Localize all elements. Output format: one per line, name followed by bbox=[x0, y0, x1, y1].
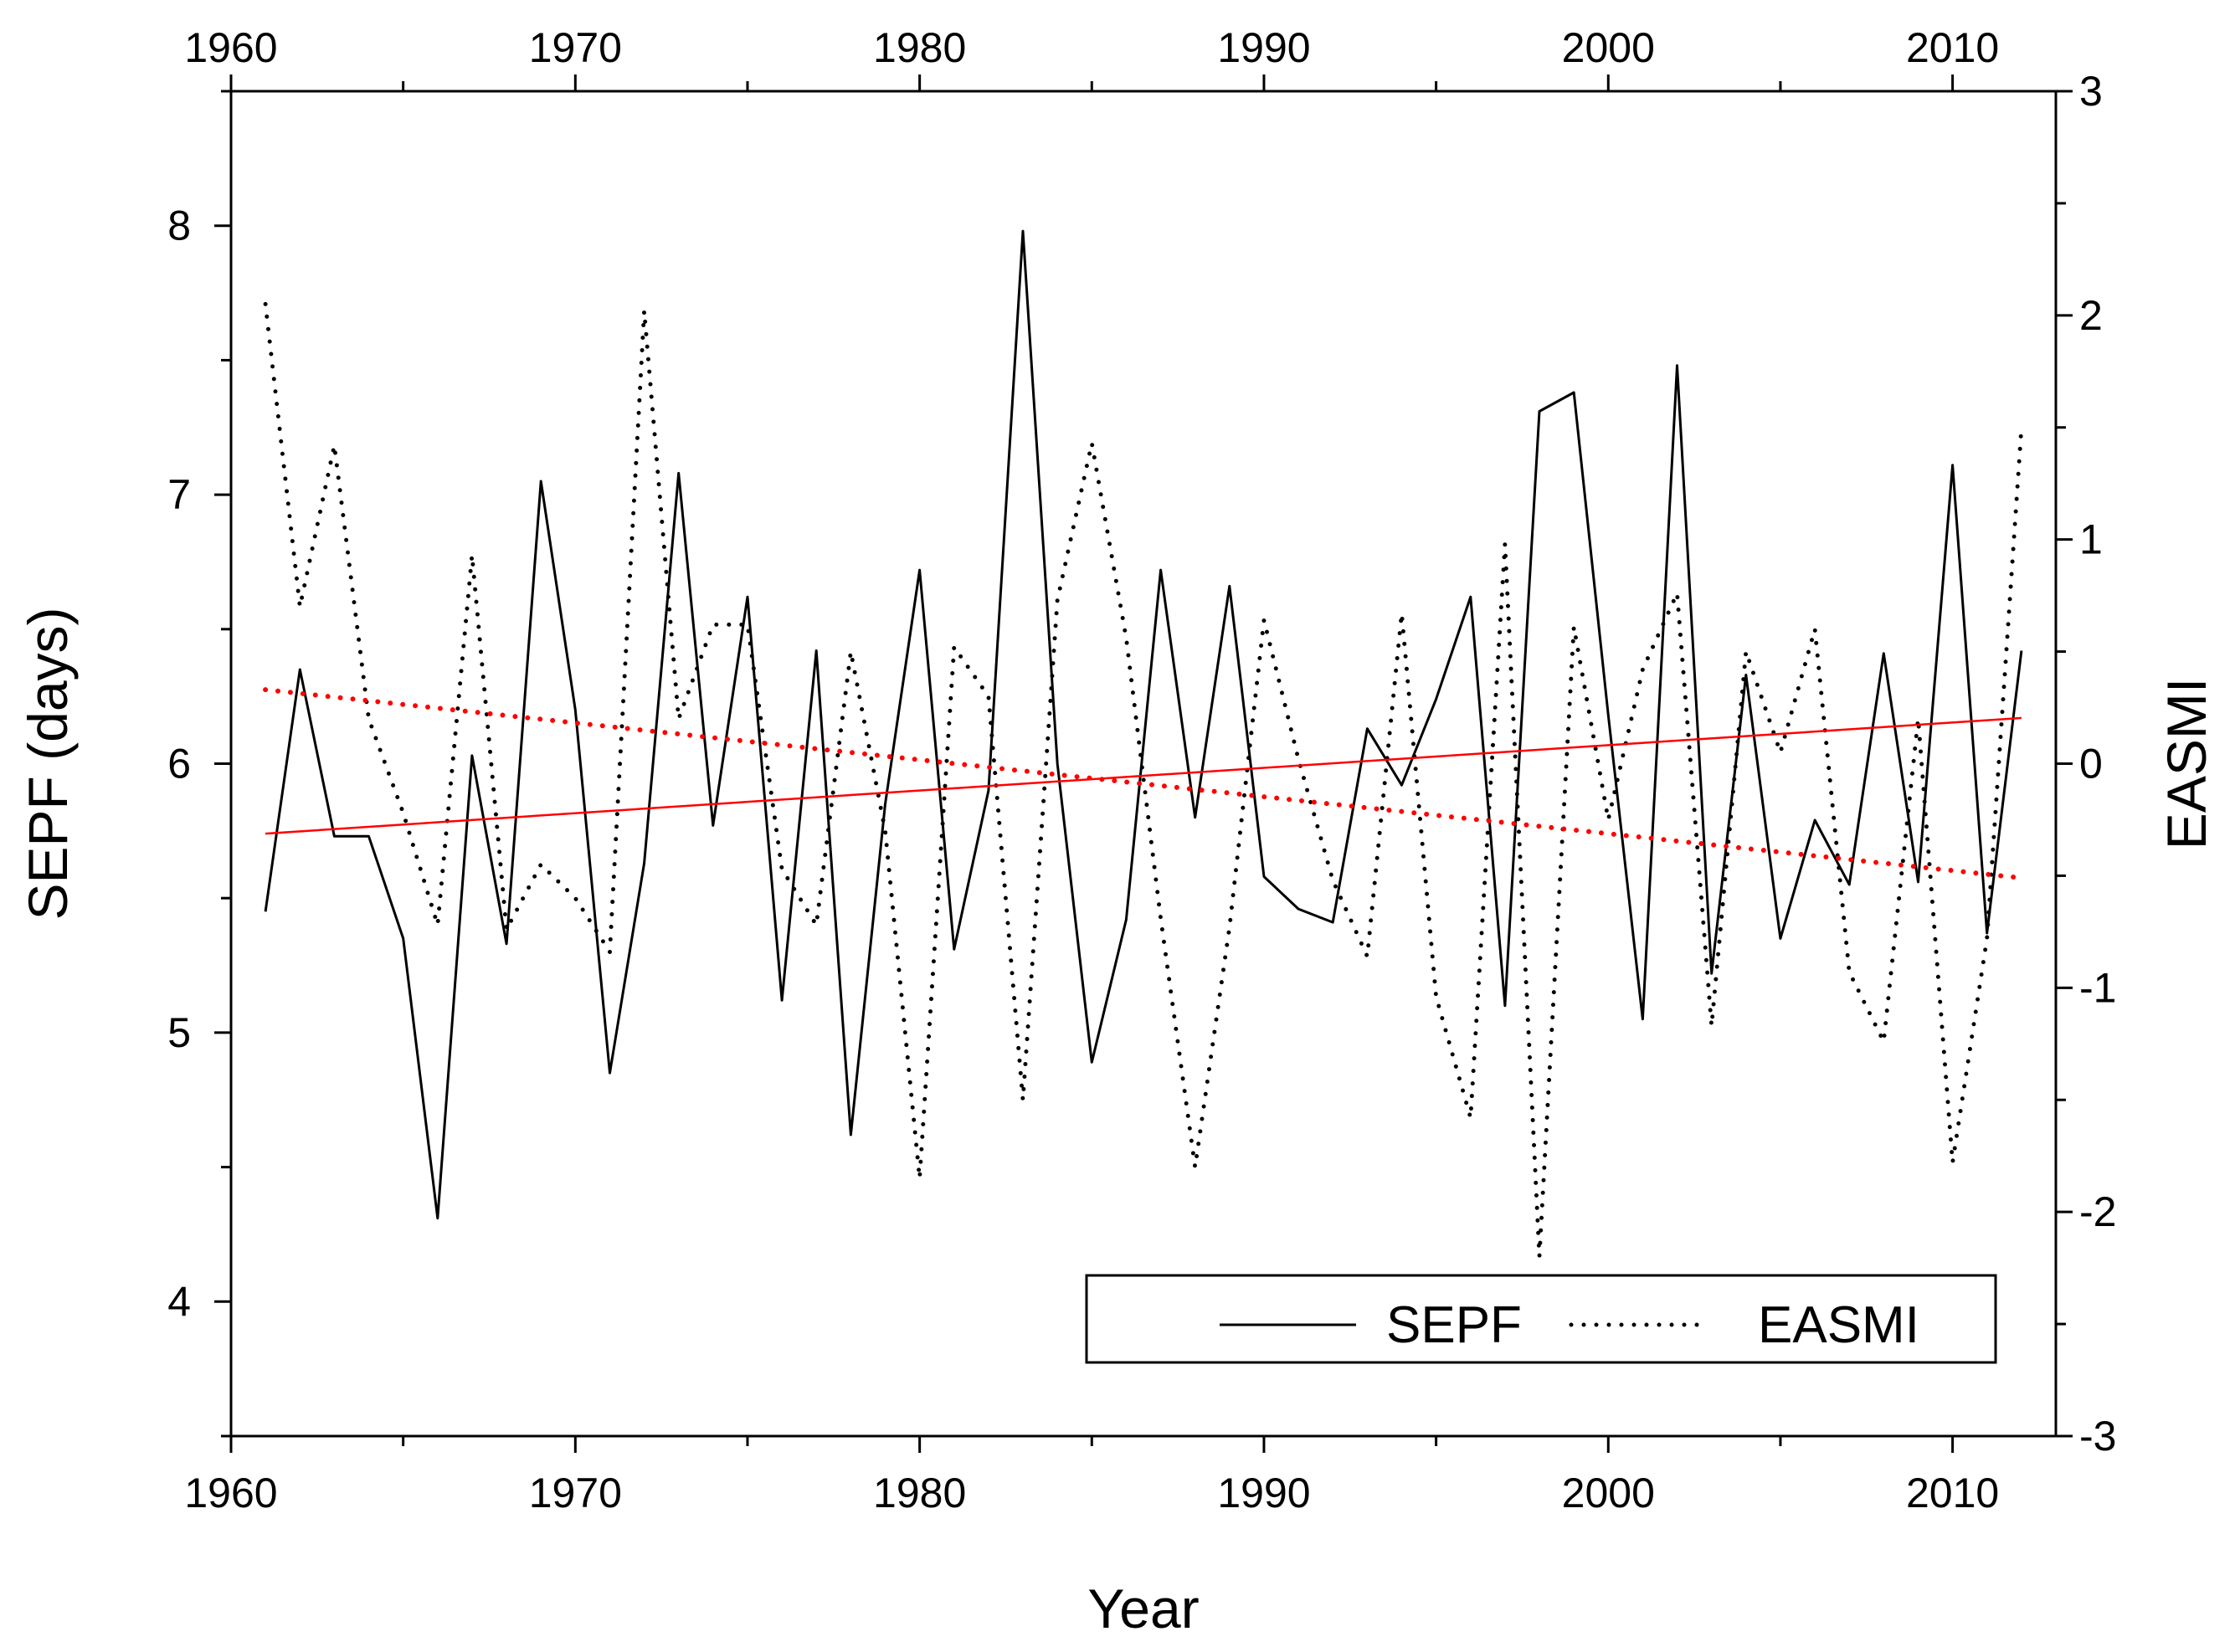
y-tick-label-right: 1 bbox=[2079, 516, 2103, 563]
y-tick-label-right: 3 bbox=[2079, 68, 2103, 115]
x-tick-label-top: 2000 bbox=[1562, 24, 1655, 71]
legend-box bbox=[1085, 1274, 1997, 1364]
y-axis-title: SEPF (days) bbox=[17, 607, 79, 920]
x-tick-label-bottom: 2000 bbox=[1562, 1470, 1655, 1516]
y-tick-label-left: 7 bbox=[167, 471, 191, 518]
x-tick-label-bottom: 1970 bbox=[529, 1470, 622, 1516]
x-tick-label-bottom: 1990 bbox=[1217, 1470, 1310, 1516]
x-axis-title: Year bbox=[1087, 1578, 1199, 1639]
y-tick-label-right: -3 bbox=[2079, 1413, 2116, 1460]
y-tick-label-right: -2 bbox=[2079, 1188, 2116, 1235]
y-axis-left: 4 5 6 7 8 bbox=[167, 90, 231, 1438]
x-tick-label-top: 1980 bbox=[873, 24, 966, 71]
x-tick-label-bottom: 2010 bbox=[1906, 1470, 1999, 1516]
series-easmi bbox=[263, 301, 2024, 1260]
y-tick-label-left: 8 bbox=[167, 203, 191, 249]
y-tick-label-right: -1 bbox=[2079, 964, 2116, 1011]
y-tick-label-right: 2 bbox=[2079, 292, 2103, 339]
y-tick-label-left: 5 bbox=[167, 1009, 191, 1056]
y-tick-label-left: 4 bbox=[167, 1278, 191, 1325]
x-tick-label-top: 2010 bbox=[1906, 24, 1999, 71]
x-tick-label-bottom: 1980 bbox=[873, 1470, 966, 1516]
x-axis-bottom: 1960 1970 1980 1990 2000 2010 bbox=[184, 1436, 1999, 1516]
legend: SEPF EASMI bbox=[1085, 1274, 1997, 1364]
series-layer bbox=[263, 229, 2024, 1260]
x-tick-label-bottom: 1960 bbox=[184, 1470, 277, 1516]
y-tick-label-left: 6 bbox=[167, 741, 191, 788]
legend-label-sepf: SEPF bbox=[1386, 1296, 1522, 1354]
series-sepf-trend bbox=[265, 716, 2022, 835]
x-tick-label-top: 1990 bbox=[1217, 24, 1310, 71]
y-tick-label-right: 0 bbox=[2079, 741, 2103, 788]
series-sepf bbox=[264, 229, 2023, 1220]
x-tick-label-top: 1970 bbox=[529, 24, 622, 71]
y-axis-right: -3 -2 -1 0 1 2 3 bbox=[2056, 68, 2116, 1460]
y2-axis-title: EASMI bbox=[2155, 678, 2217, 849]
x-tick-label-top: 1960 bbox=[184, 24, 277, 71]
legend-label-easmi: EASMI bbox=[1758, 1296, 1919, 1354]
x-axis-top: 1960 1970 1980 1990 2000 2010 bbox=[184, 24, 1999, 91]
